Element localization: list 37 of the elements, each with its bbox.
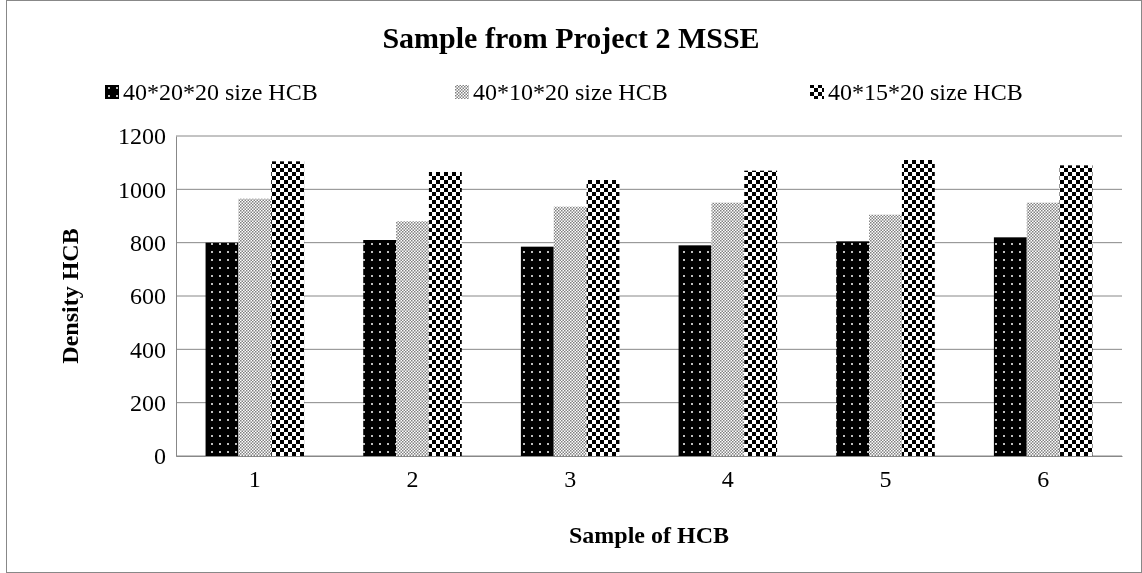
bar (901, 160, 935, 456)
bar (205, 242, 239, 456)
y-tick-label: 1200 (118, 123, 166, 150)
bar (586, 180, 620, 456)
bar (238, 198, 272, 456)
bar (1059, 165, 1093, 456)
bar (836, 241, 870, 456)
bar (520, 246, 554, 456)
bar (869, 214, 902, 456)
bar (744, 170, 778, 456)
y-axis-title: Density HCB (57, 228, 83, 364)
bar (553, 206, 587, 456)
bar (363, 240, 397, 456)
x-tick-label: 3 (564, 466, 577, 493)
y-tick-label: 800 (130, 229, 166, 256)
y-tick-label: 600 (130, 283, 166, 310)
bar (993, 237, 1027, 456)
bar (711, 202, 745, 456)
legend-label: 40*10*20 size HCB (473, 79, 668, 105)
bar (428, 172, 462, 456)
x-tick-label: 2 (406, 466, 419, 493)
y-tick-label: 400 (130, 336, 166, 363)
bar (678, 245, 712, 456)
bar (271, 161, 305, 456)
x-tick-label: 6 (1037, 466, 1050, 493)
legend-label: 40*15*20 size HCB (828, 79, 1023, 105)
bar (1026, 202, 1060, 456)
x-axis-title: Sample of HCB (568, 522, 730, 548)
bar (396, 221, 429, 456)
y-tick-label: 0 (154, 443, 166, 470)
x-tick-label: 5 (879, 466, 892, 493)
legend-label: 40*20*20 size HCB (123, 79, 318, 105)
y-tick-label: 200 (130, 389, 166, 416)
y-tick-label: 1000 (118, 176, 166, 203)
x-tick-label: 1 (248, 466, 261, 493)
x-tick-label: 4 (721, 466, 734, 493)
chart-title: Sample from Project 2 MSSE (382, 21, 760, 54)
